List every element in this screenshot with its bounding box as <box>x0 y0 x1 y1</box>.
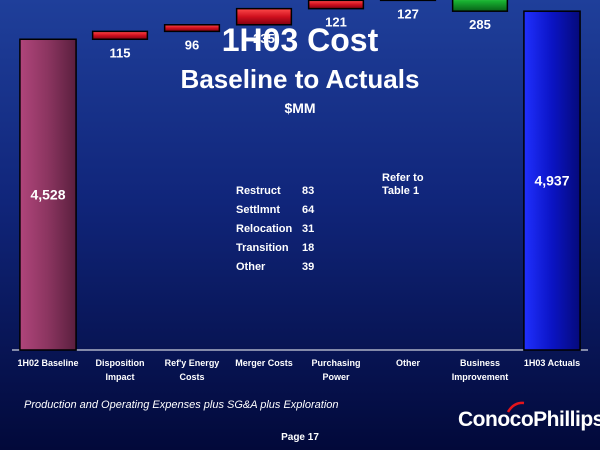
other-note: Refer to <box>382 172 424 184</box>
merger-breakdown-label: Transition <box>236 242 289 254</box>
tick-label-baseline: 1H02 Baseline <box>17 358 78 368</box>
bar-disposition <box>91 30 149 41</box>
merger-breakdown-label: Settlmnt <box>236 204 280 216</box>
tick-label-improvement: Business <box>460 358 500 368</box>
slide-title: 1H03 Cost <box>221 22 379 58</box>
value-label-energy: 96 <box>185 37 199 52</box>
merger-breakdown-label: Relocation <box>236 223 293 235</box>
merger-breakdown-label: Other <box>236 261 266 273</box>
merger-breakdown-value: 83 <box>302 185 314 197</box>
bar-energy <box>163 24 221 33</box>
merger-breakdown-label: Restruct <box>236 185 281 197</box>
tick-label-purchasing: Purchasing <box>311 358 360 368</box>
tick-label-disposition: Impact <box>105 372 134 382</box>
merger-breakdown-value: 31 <box>302 223 314 235</box>
value-label-purchasing: 121 <box>325 15 347 30</box>
units-label: $MM <box>284 100 316 116</box>
tick-label-energy: Ref'y Energy <box>165 358 220 368</box>
tick-label-improvement: Improvement <box>452 372 509 382</box>
tick-label-purchasing: Power <box>322 372 350 382</box>
slide-subtitle: Baseline to Actuals <box>180 64 420 94</box>
company-logo-icon <box>506 401 525 413</box>
bar-purchasing <box>307 0 365 10</box>
value-label-improvement: 285 <box>469 17 491 32</box>
value-label-other: 127 <box>397 6 419 21</box>
value-label-actuals: 4,937 <box>534 173 569 189</box>
tick-label-other: Other <box>396 358 421 368</box>
merger-breakdown-value: 64 <box>302 204 315 216</box>
bar-improvement <box>451 0 509 12</box>
tick-label-actuals: 1H03 Actuals <box>524 358 580 368</box>
bar-baseline <box>19 38 77 351</box>
tick-label-merger: Merger Costs <box>235 358 293 368</box>
bar-actuals <box>523 10 581 351</box>
value-label-disposition: 115 <box>110 45 131 60</box>
merger-breakdown-value: 18 <box>302 242 314 254</box>
merger-breakdown-value: 39 <box>302 261 314 273</box>
company-logo-text: ConocoPhillips <box>458 408 600 431</box>
value-label-baseline: 4,528 <box>30 187 65 203</box>
value-label-merger: 235 <box>253 31 275 46</box>
bar-merger <box>235 7 293 26</box>
page-number: Page 17 <box>281 432 319 443</box>
tick-label-energy: Costs <box>179 372 204 382</box>
footnote: Production and Operating Expenses plus S… <box>24 399 339 411</box>
other-note: Table 1 <box>382 185 419 197</box>
tick-label-disposition: Disposition <box>96 358 145 368</box>
